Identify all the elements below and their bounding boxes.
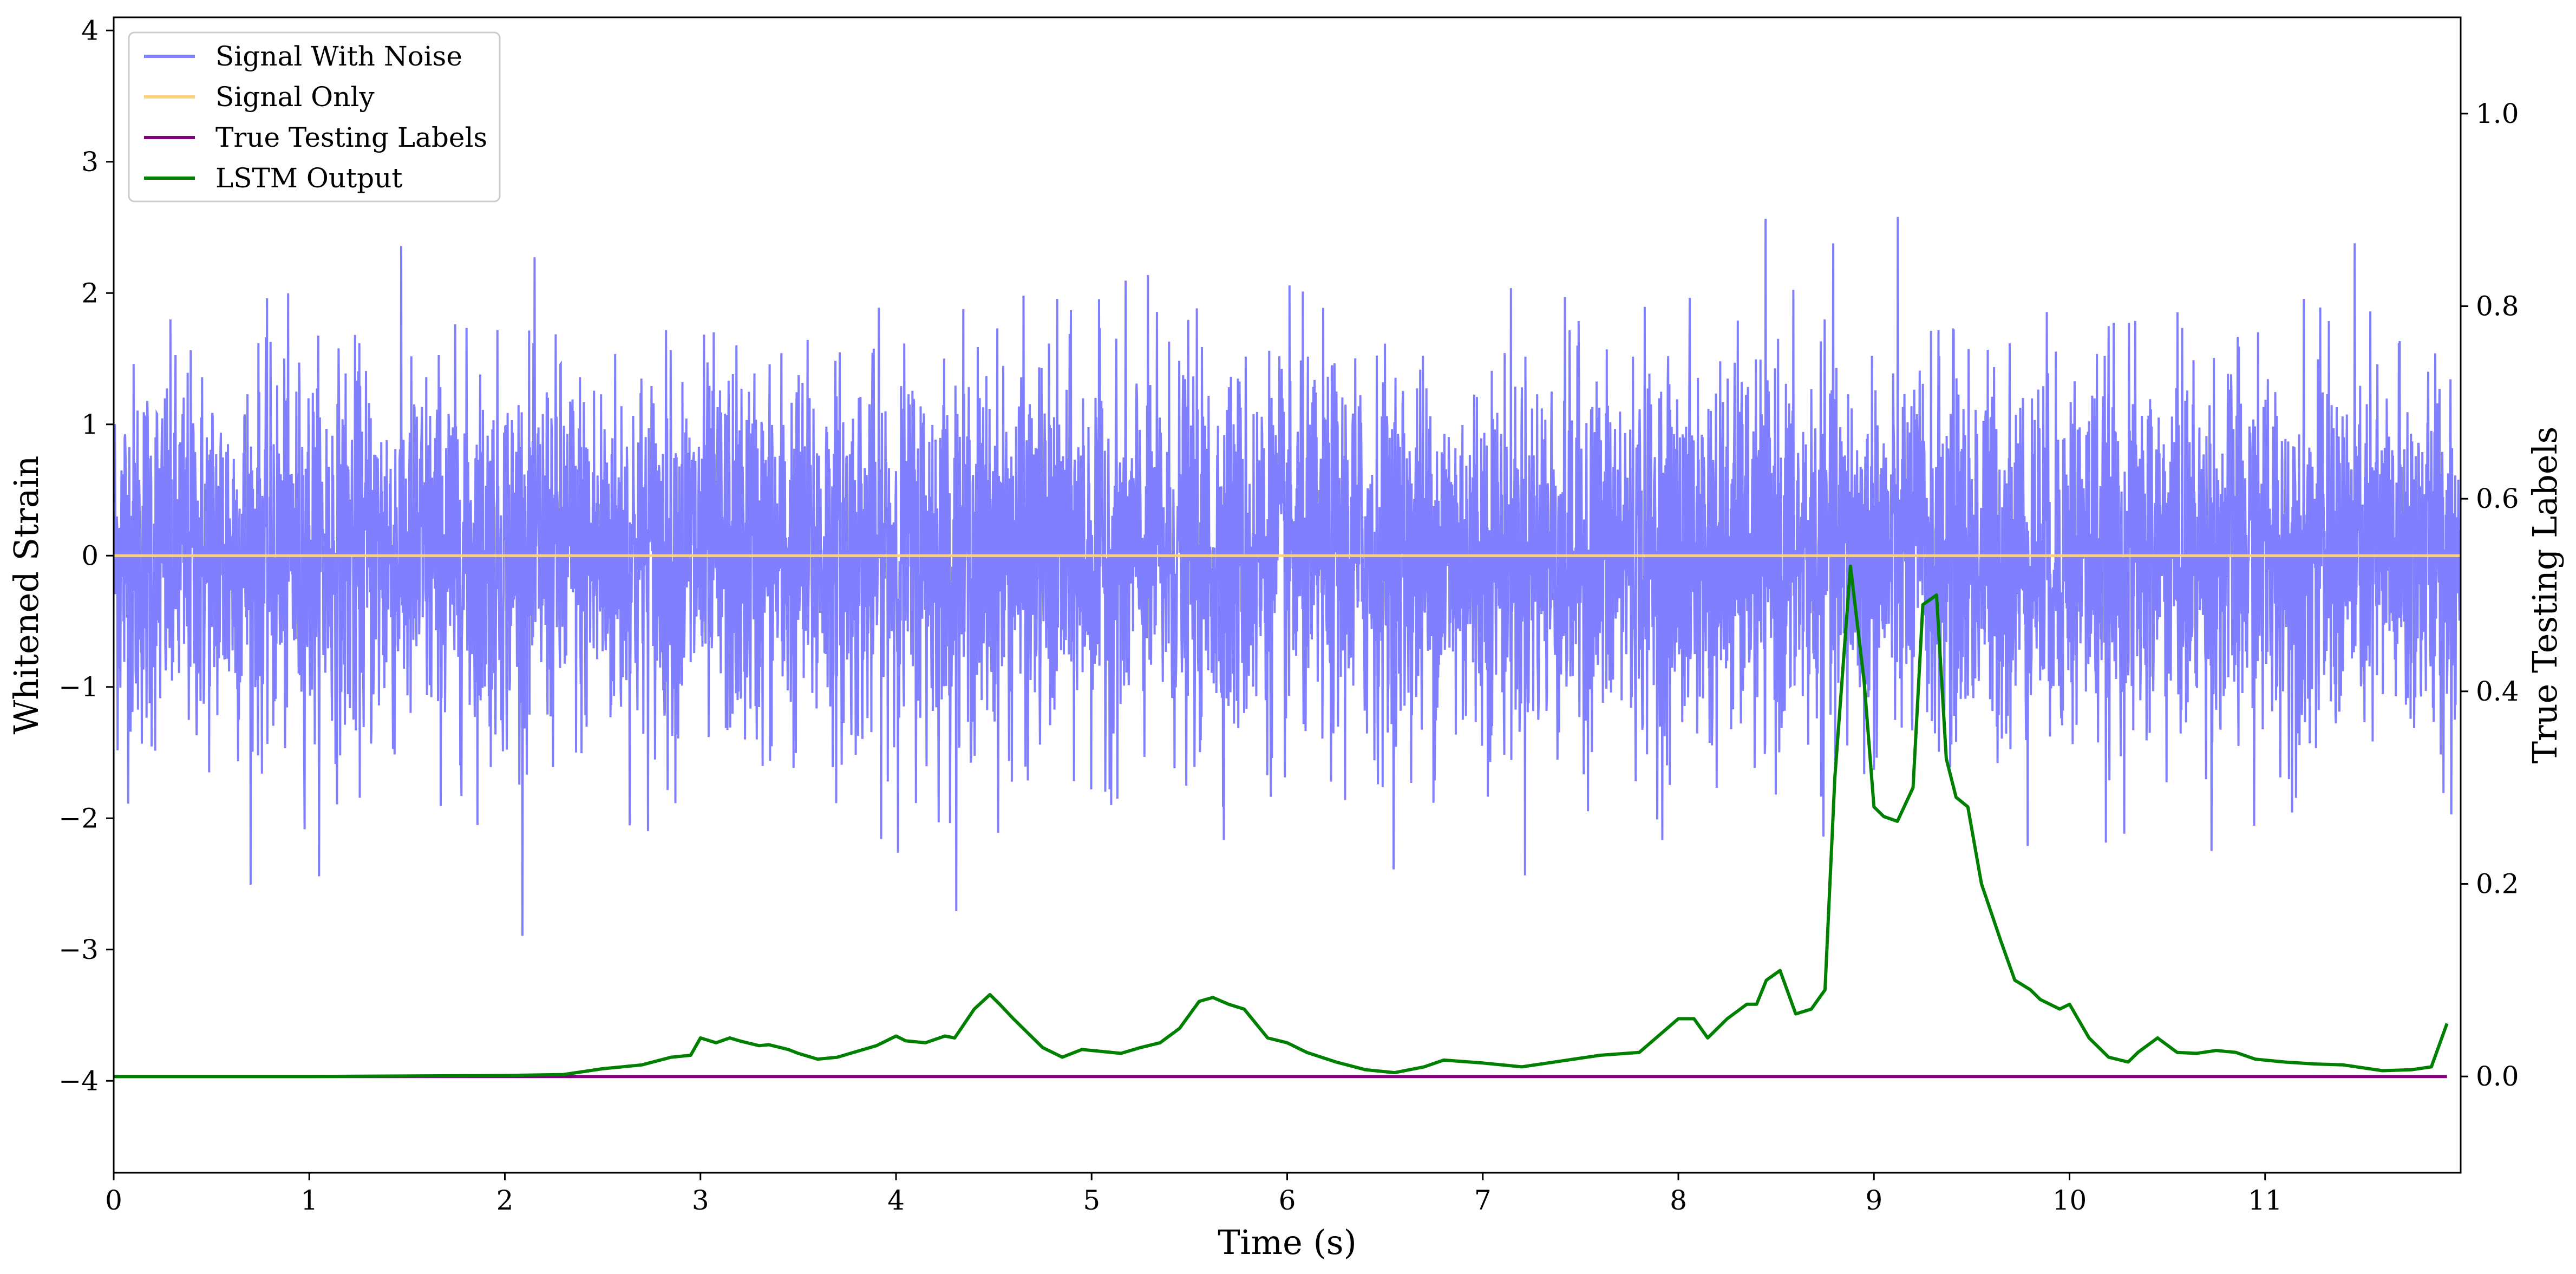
plot-area (114, 217, 2461, 1079)
y-tick-label: −1 (58, 671, 99, 703)
x-tick-label: 5 (1083, 1185, 1100, 1216)
legend: Signal With Noise Signal Only True Testing… (128, 31, 501, 202)
y-tick-label: 2 (81, 277, 99, 309)
x-tick-label: 3 (692, 1185, 709, 1216)
x-tick-label: 4 (887, 1185, 905, 1216)
x-axis-label: Time (s) (1218, 1223, 1357, 1262)
series-lstm-output (114, 564, 2449, 1079)
y-right-tick-label: 0.4 (2476, 676, 2519, 707)
series-group (114, 217, 2461, 1079)
legend-entry-label: Signal With Noise (215, 41, 462, 72)
y-tick-label: 1 (81, 409, 99, 440)
y-right-tick-label: 0.8 (2476, 291, 2519, 322)
x-tick-label: 6 (1279, 1185, 1296, 1216)
x-tick-label: 10 (2052, 1185, 2087, 1216)
x-tick-label: 8 (1670, 1185, 1687, 1216)
legend-entry-label: Signal Only (215, 81, 375, 113)
y-axis-label: Whitened Strain (6, 456, 46, 735)
legend-entry-label: True Testing Labels (215, 122, 487, 153)
legend-entry-label: LSTM Output (215, 162, 402, 194)
y-tick-label: 4 (81, 15, 99, 46)
y-tick-label: 3 (81, 146, 99, 178)
legend-box (128, 31, 501, 202)
y-tick-label: 0 (81, 540, 99, 571)
series-signal-with-noise (114, 217, 2461, 936)
y-right-tick-label: 0.2 (2476, 868, 2519, 900)
y-tick-label: −4 (58, 1065, 99, 1096)
x-tick-label: 0 (105, 1185, 122, 1216)
x-tick-label: 1 (300, 1185, 318, 1216)
y-axis-right-label: True Testing Labels (2525, 427, 2565, 764)
x-tick-label: 11 (2248, 1185, 2283, 1216)
y-right-tick-label: 0.6 (2476, 483, 2519, 514)
y-right-tick-label: 0.0 (2476, 1061, 2519, 1092)
y-tick-label: −2 (58, 802, 99, 834)
y-tick-label: −3 (58, 934, 99, 965)
y-right-tick-label: 1.0 (2476, 98, 2519, 129)
x-tick-label: 9 (1865, 1185, 1882, 1216)
x-tick-label: 2 (496, 1185, 514, 1216)
axes: 0 1 2 3 4 5 6 7 8 9 10 1143210−1−2−3−41.00.80.60.40… (58, 15, 2519, 1216)
x-tick-label: 7 (1474, 1185, 1492, 1216)
